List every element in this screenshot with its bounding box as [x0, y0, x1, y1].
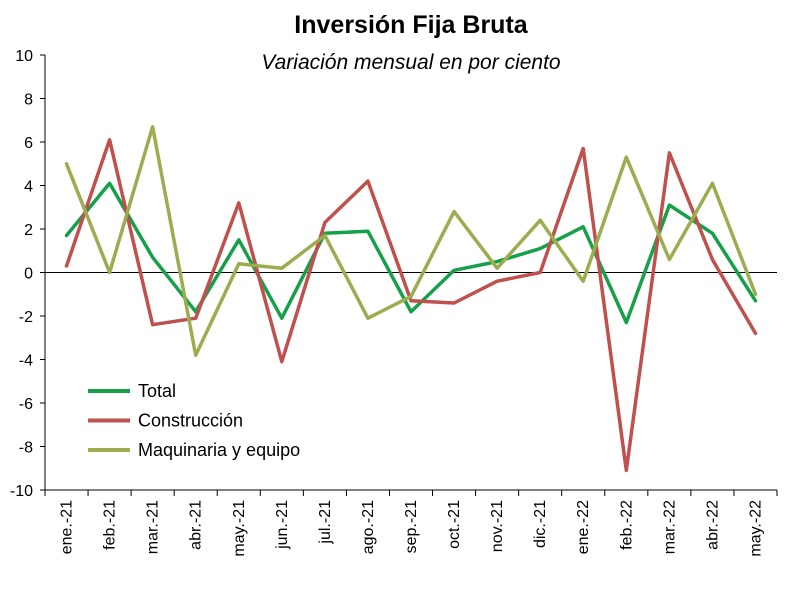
data-point: [452, 268, 456, 272]
data-point: [710, 231, 714, 235]
legend-label: Maquinaria y equipo: [138, 440, 300, 460]
data-point: [495, 266, 499, 270]
data-point: [108, 181, 112, 185]
x-tick-label: ene.-22: [575, 500, 592, 554]
x-tick-label: oct.-21: [446, 500, 463, 549]
data-point: [538, 247, 542, 251]
data-point: [366, 316, 370, 320]
x-tick-label: abr.-21: [188, 500, 205, 550]
data-point: [624, 321, 628, 325]
data-point: [624, 468, 628, 472]
data-point: [624, 155, 628, 159]
data-point: [667, 257, 671, 261]
data-point: [495, 279, 499, 283]
y-tick-label: -4: [19, 353, 33, 370]
data-point: [667, 203, 671, 207]
y-tick-label: 0: [24, 266, 33, 283]
series-line-construcción: [64, 138, 758, 473]
data-point: [366, 229, 370, 233]
x-tick-label: dic.-21: [532, 500, 549, 548]
x-tick-label: feb.-22: [618, 500, 635, 550]
data-point: [65, 162, 69, 166]
data-point: [237, 262, 241, 266]
data-point: [280, 266, 284, 270]
data-point: [151, 323, 155, 327]
legend-label: Total: [138, 381, 176, 401]
data-point: [538, 218, 542, 222]
legend-label: Construcción: [138, 411, 243, 431]
data-point: [194, 353, 198, 357]
series-line-total: [64, 181, 758, 325]
x-tick-label: ene.-21: [59, 500, 76, 554]
data-point: [323, 234, 327, 238]
data-point: [710, 257, 714, 261]
data-point: [452, 301, 456, 305]
y-tick-label: 4: [24, 179, 33, 196]
data-point: [65, 234, 69, 238]
data-point: [108, 271, 112, 275]
data-point: [194, 316, 198, 320]
x-tick-label: mar.-21: [145, 500, 162, 554]
x-tick-label: may.-22: [747, 500, 764, 557]
data-point: [280, 316, 284, 320]
data-point: [280, 360, 284, 364]
data-point: [237, 238, 241, 242]
data-point: [452, 210, 456, 214]
data-point: [409, 294, 413, 298]
data-point: [581, 279, 585, 283]
plot-area: 10 8 6 4 2 0 -2 -4 -6 -8 -10 ene.-21 feb.-21 mar.-21 a…: [10, 48, 778, 557]
x-tick-label: feb.-21: [102, 500, 119, 550]
y-tick-label: -8: [19, 440, 33, 457]
x-tick-label: abr.-22: [704, 500, 721, 550]
x-tick-label: ago.-21: [360, 500, 377, 554]
data-point: [323, 220, 327, 224]
data-point: [151, 255, 155, 259]
y-tick-label: -6: [19, 396, 33, 413]
data-point: [710, 181, 714, 185]
x-tick-label: jun.-21: [274, 500, 291, 550]
data-point: [753, 331, 757, 335]
x-tick-label: may.-21: [231, 500, 248, 557]
chart-subtitle: Variación mensual en por ciento: [261, 51, 561, 74]
data-point: [151, 125, 155, 129]
data-point: [409, 310, 413, 314]
data-point: [65, 264, 69, 268]
series-line-maquinaria-y-equipo: [64, 125, 758, 357]
x-tick-label: jul.-21: [317, 500, 334, 545]
y-tick-label: 8: [24, 92, 33, 109]
data-point: [538, 271, 542, 275]
data-point: [753, 299, 757, 303]
chart-title: Inversión Fija Bruta: [294, 11, 528, 39]
y-tick-label: -10: [10, 483, 33, 500]
data-point: [581, 147, 585, 151]
data-point: [753, 292, 757, 296]
y-tick-label: 6: [24, 135, 33, 152]
data-point: [366, 179, 370, 183]
x-tick-label: nov.-21: [489, 500, 506, 552]
data-point: [495, 260, 499, 264]
y-tick-label: 10: [15, 48, 33, 65]
data-point: [237, 201, 241, 205]
y-tick-label: 2: [24, 222, 33, 239]
x-tick-label: sep.-21: [403, 500, 420, 553]
data-point: [667, 151, 671, 155]
data-point: [581, 225, 585, 229]
y-tick-label: -2: [19, 309, 33, 326]
data-point: [409, 299, 413, 303]
x-tick-label: mar.-22: [661, 500, 678, 554]
data-point: [108, 138, 112, 142]
